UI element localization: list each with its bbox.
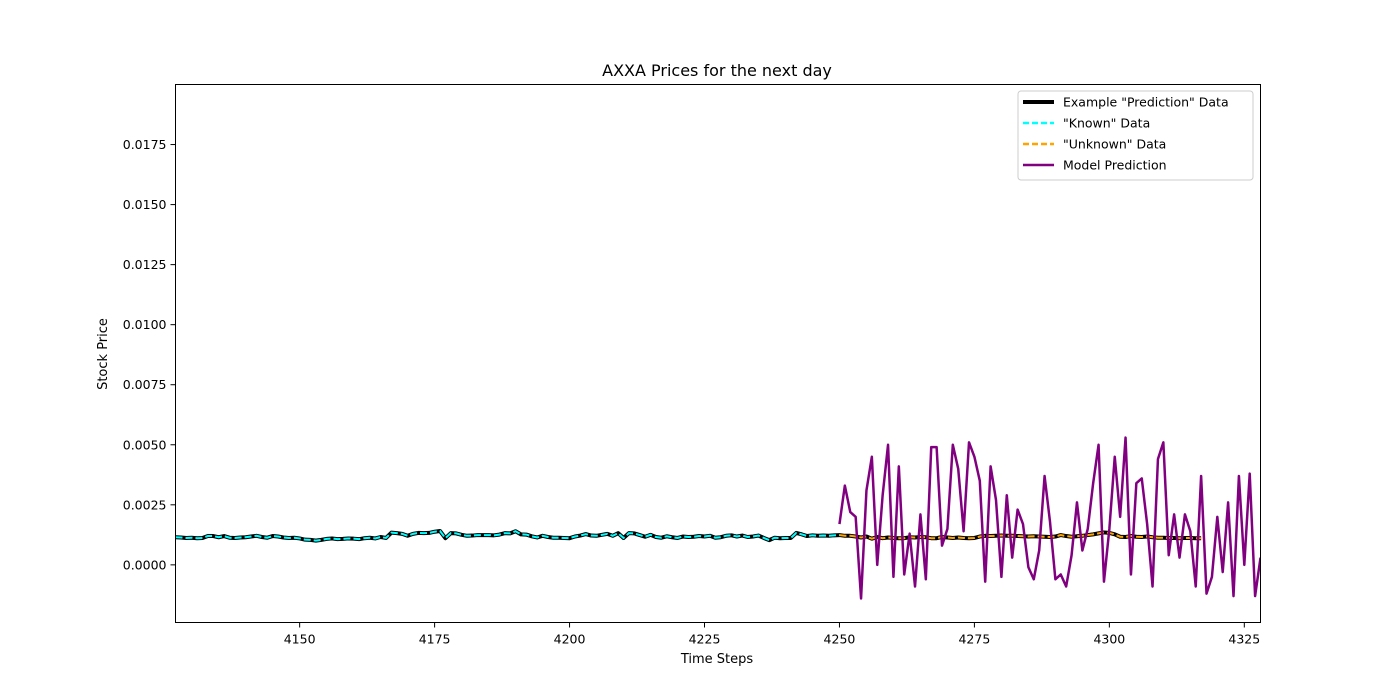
legend-label: Example "Prediction" Data [1063,95,1229,110]
legend: Example "Prediction" Data "Known" Data "Un… [1017,90,1254,181]
legend-box [1017,90,1254,181]
plot-frame [175,84,1261,623]
y-tick-label: 0.0075 [123,377,167,392]
x-axis-label: Time Steps [680,652,754,667]
x-axis: 4150 4175 4200 4225 4250 4275 4300 4325 [284,622,1260,647]
y-tick-label: 0.0050 [123,437,167,452]
y-tick-label: 0.0175 [123,137,167,152]
plot-area [175,436,1261,600]
x-tick-label: 4250 [824,632,856,647]
x-tick-label: 4200 [554,632,586,647]
y-tick-label: 0.0150 [123,197,167,212]
x-tick-label: 4325 [1228,632,1260,647]
y-tick-label: 0.0000 [123,557,167,572]
legend-label: Model Prediction [1063,158,1167,173]
series-line-unknown [839,531,1202,540]
x-tick-label: 4300 [1093,632,1125,647]
chart-title: AXXA Prices for the next day [602,61,832,80]
y-axis-label: Stock Price [96,318,111,390]
series-line-known [175,529,840,542]
legend-label: "Known" Data [1063,116,1150,131]
x-tick-label: 4175 [419,632,451,647]
x-tick-label: 4150 [284,632,316,647]
y-tick-label: 0.0025 [123,497,167,512]
x-tick-label: 4225 [689,632,721,647]
x-tick-label: 4275 [958,632,990,647]
legend-label: "Unknown" Data [1063,137,1166,152]
y-tick-label: 0.0100 [123,317,167,332]
y-tick-label: 0.0125 [123,257,167,272]
series-line-model-prediction [838,436,1261,600]
y-axis: 0.0000 0.0025 0.0050 0.0075 0.0100 0.0125 0.01… [123,137,176,572]
